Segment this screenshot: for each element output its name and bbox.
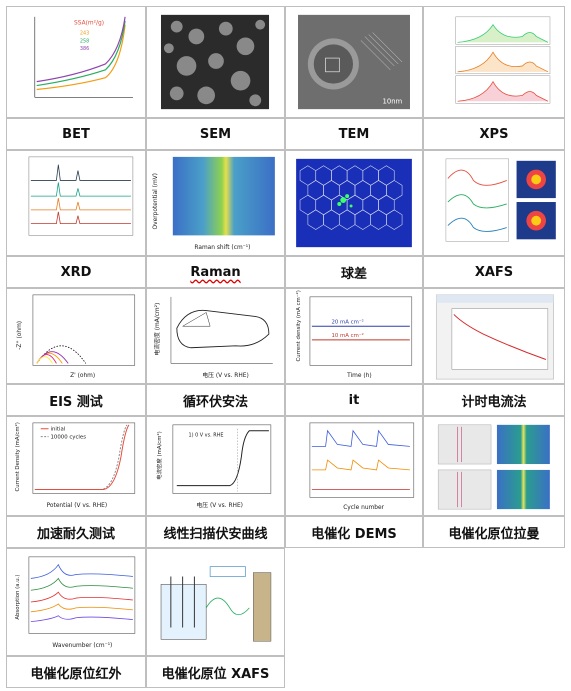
label-insitu-raman: 电催化原位拉曼 xyxy=(423,516,565,548)
bet-value-3: 386 xyxy=(80,46,89,52)
label-accel: 加速耐久测试 xyxy=(6,516,146,548)
cv-xlabel: 电压 (V vs. RHE) xyxy=(202,371,248,379)
tem-thumbnail: 10nm xyxy=(285,6,423,118)
accel-ylabel: Current Density (mA/cm²) xyxy=(14,422,21,491)
aberration-thumbnail xyxy=(285,150,423,256)
label-dems: 电催化 DEMS xyxy=(285,516,423,548)
xafs-spectra xyxy=(445,158,556,242)
insitu-ir-thumbnail: Absorption (a.u.) Wavenumber (cm⁻¹) xyxy=(6,548,146,656)
ir-xlabel: Wavenumber (cm⁻¹) xyxy=(52,642,112,649)
lsv-ylabel: 电流密度 (mA/cm²) xyxy=(155,431,163,479)
eis-thumbnail: -Z'' (ohm) Z' (ohm) xyxy=(6,288,146,384)
it-stability-plot: 20 mA cm⁻² 10 mA cm⁻² Current density (m… xyxy=(295,290,413,379)
bet-thumbnail: SSA(m²/g) 243 258 386 xyxy=(6,6,146,118)
haadf-stem-image xyxy=(296,158,412,248)
chrono-thumbnail xyxy=(423,288,565,384)
lsv-curve: 1) 0 V vs. RHE 电流密度 (mA/cm²) 电压 (V vs. R… xyxy=(155,424,272,509)
label-cv: 循环伏安法 xyxy=(146,384,285,416)
chronoamperometry-plot xyxy=(435,294,554,380)
bet-isotherm-chart: SSA(m²/g) 243 258 386 xyxy=(34,16,133,98)
accel-legend-cycles: 10000 cycles xyxy=(51,435,87,441)
label-insitu-ir: 电催化原位红外 xyxy=(6,656,146,688)
sem-thumbnail xyxy=(146,6,285,118)
dems-xlabel: Cycle number xyxy=(343,505,384,511)
raman-heatmap: Overpotential (mV) Raman shift (cm⁻¹) xyxy=(153,156,275,251)
xps-thumbnail xyxy=(423,6,565,118)
eis-ylabel: -Z'' (ohm) xyxy=(17,321,23,350)
eis-xlabel: Z' (ohm) xyxy=(70,373,95,379)
lsv-annotation: 1) 0 V vs. RHE xyxy=(189,433,224,439)
lsv-thumbnail: 1) 0 V vs. RHE 电流密度 (mA/cm²) 电压 (V vs. R… xyxy=(146,416,285,516)
raman-thumbnail: Overpotential (mV) Raman shift (cm⁻¹) xyxy=(146,150,285,256)
label-chrono: 计时电流法 xyxy=(423,384,565,416)
sem-micrograph xyxy=(160,14,270,110)
raman-xlabel: Raman shift (cm⁻¹) xyxy=(194,244,250,251)
insitu-xafs-thumbnail xyxy=(146,548,285,656)
bet-value-1: 243 xyxy=(80,31,89,37)
tem-scale-bar-label: 10nm xyxy=(382,97,402,105)
raman-ylabel: Overpotential (mV) xyxy=(153,173,159,229)
label-it: it xyxy=(285,384,423,416)
it-line1-label: 20 mA cm⁻² xyxy=(331,318,363,325)
label-xps: XPS xyxy=(423,118,565,150)
tem-micrograph: 10nm xyxy=(298,14,410,110)
bet-legend-title: SSA(m²/g) xyxy=(74,20,104,27)
label-insitu-xafs: 电催化原位 XAFS xyxy=(146,656,285,688)
cv-curve: 电流密度 (mA/cm²) 电压 (V vs. RHE) xyxy=(153,296,273,379)
lsv-xlabel: 电压 (V vs. RHE) xyxy=(196,501,243,509)
accelerated-durability-plot: initial 10000 cycles Current Density (mA… xyxy=(14,422,136,509)
eis-nyquist-plot: -Z'' (ohm) Z' (ohm) xyxy=(17,294,136,379)
label-lsv: 线性扫描伏安曲线 xyxy=(146,516,285,548)
label-aberration: 球差 xyxy=(285,256,423,288)
xps-spectra xyxy=(455,16,551,104)
it-xlabel: Time (h) xyxy=(346,373,372,379)
label-tem: TEM xyxy=(285,118,423,150)
dems-thumbnail: Cycle number xyxy=(285,416,423,516)
insitu-xafs-setup-diagram xyxy=(160,566,272,642)
insitu-ir-spectra: Absorption (a.u.) Wavenumber (cm⁻¹) xyxy=(15,556,136,649)
xafs-thumbnail xyxy=(423,150,565,256)
cv-ylabel: 电流密度 (mA/cm²) xyxy=(153,303,161,356)
xrd-pattern xyxy=(28,156,134,236)
it-ylabel: Current density (mA cm⁻²) xyxy=(295,290,302,361)
label-xafs: XAFS xyxy=(423,256,565,288)
cv-thumbnail: 电流密度 (mA/cm²) 电压 (V vs. RHE) xyxy=(146,288,285,384)
accel-thumbnail: initial 10000 cycles Current Density (mA… xyxy=(6,416,146,516)
label-bet: BET xyxy=(6,118,146,150)
insitu-raman-thumbnail xyxy=(423,416,565,516)
accel-xlabel: Potential (V vs. RHE) xyxy=(47,503,108,509)
bet-value-2: 258 xyxy=(80,38,89,44)
accel-legend-initial: initial xyxy=(51,427,66,433)
xrd-thumbnail xyxy=(6,150,146,256)
label-sem: SEM xyxy=(146,118,285,150)
label-xrd: XRD xyxy=(6,256,146,288)
label-raman: Raman xyxy=(146,256,285,288)
it-line2-label: 10 mA cm⁻² xyxy=(331,332,363,339)
ir-ylabel: Absorption (a.u.) xyxy=(15,575,21,620)
dems-plot: Cycle number xyxy=(309,422,415,511)
label-eis: EIS 测试 xyxy=(6,384,146,416)
it-thumbnail: 20 mA cm⁻² 10 mA cm⁻² Current density (m… xyxy=(285,288,423,384)
insitu-raman-maps xyxy=(437,424,550,510)
